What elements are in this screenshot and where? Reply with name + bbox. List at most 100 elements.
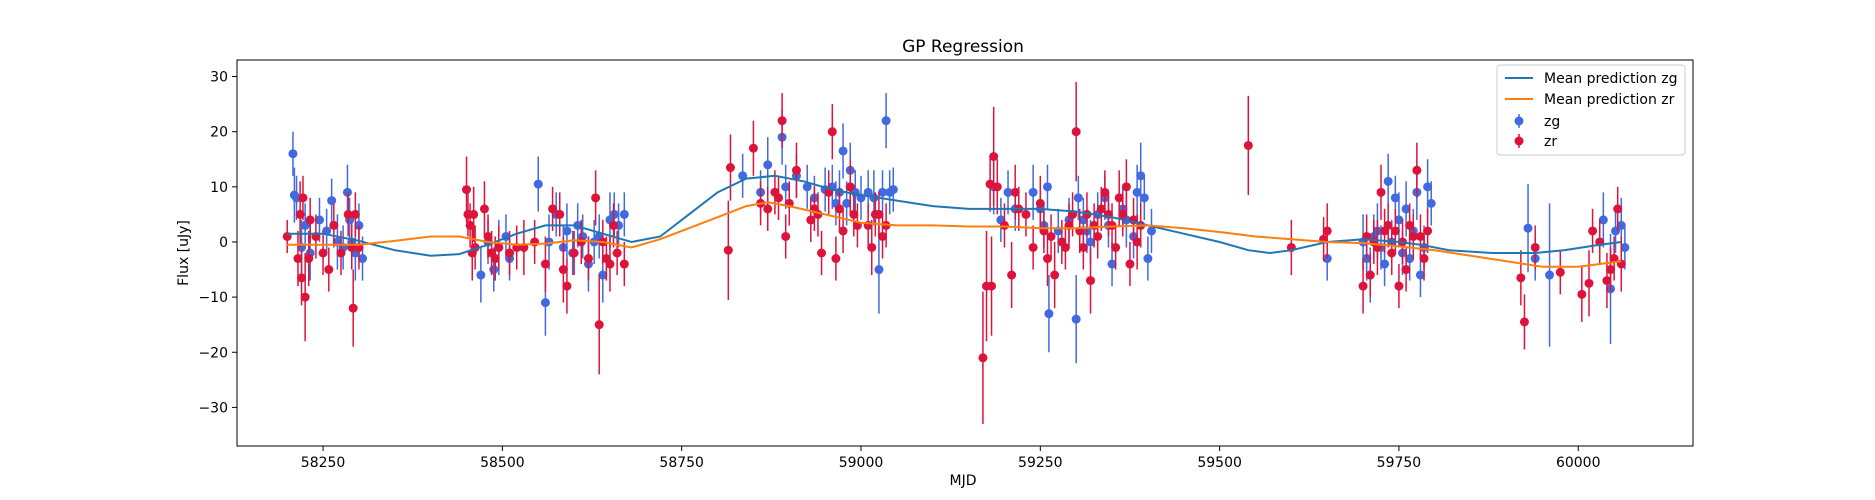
point-zr [1125,259,1135,269]
point-zr [748,143,758,153]
legend-box [1496,64,1686,156]
point-zr [297,273,307,283]
point-zg [533,179,543,189]
series-zr [282,82,1626,424]
point-zr [1394,281,1404,291]
point-zr [1100,187,1110,197]
point-zr [594,320,604,330]
point-zg [598,270,608,280]
point-zg [489,265,499,275]
legend: Mean prediction zg Mean prediction zr zg… [1496,64,1686,156]
point-zg [1394,215,1404,225]
y-tick-label: −20 [198,345,228,361]
point-zr [1405,220,1415,230]
point-zr [1035,198,1045,208]
point-zr [293,254,303,264]
point-zr [298,193,308,203]
x-tick-label: 59250 [1018,455,1063,471]
point-zg [1042,182,1052,192]
point-zr [978,353,988,363]
point-zg [1423,182,1433,192]
point-zg [1616,220,1626,230]
point-zr [985,179,995,189]
x-tick-label: 58500 [480,455,525,471]
point-zr [469,209,479,219]
point-zr [845,182,855,192]
point-zr [791,165,801,175]
point-zr [348,303,358,313]
point-zg [314,215,324,225]
point-zr [494,242,504,252]
point-zr [1613,204,1623,214]
point-zr [1042,254,1052,264]
x-axis: 58250 58500 58750 59000 59250 59500 59750 60000 [301,446,1601,471]
legend-label-mean-zg: Mean prediction zg [1544,71,1678,87]
point-zr [336,248,346,258]
point-zr [609,220,619,230]
point-zr [295,209,305,219]
point-zg [1598,215,1608,225]
x-tick-label: 59750 [1377,455,1422,471]
point-zr [612,248,622,258]
x-tick-label: 59500 [1197,455,1242,471]
point-zr [1007,270,1017,280]
point-zr [562,281,572,291]
point-zg [1073,193,1083,203]
point-zr [1111,242,1121,252]
point-zg [838,146,848,156]
point-zr [1588,226,1598,236]
point-zr [725,163,735,173]
point-zr [838,226,848,236]
point-zr [300,292,310,302]
point-zr [774,193,784,203]
x-tick-label: 59000 [839,455,884,471]
point-zr [992,182,1002,192]
point-zr [555,209,565,219]
point-zg [1401,204,1411,214]
point-zg [1086,237,1096,247]
point-zr [1050,270,1060,280]
point-zr [723,245,733,255]
point-zg [878,187,888,197]
point-zr [989,152,999,161]
point-zr [1078,242,1088,252]
point-zr [462,185,472,195]
x-tick-label: 58750 [659,455,704,471]
point-zg [288,149,298,159]
point-zr [817,248,827,258]
point-zg [1380,259,1390,269]
point-zg [842,198,852,208]
plot-area [282,82,1630,424]
x-tick-label: 60000 [1556,455,1601,471]
point-zr [605,259,615,269]
point-zg [1044,309,1054,319]
point-zr [1577,289,1587,299]
point-zr [591,193,601,203]
point-zr [1021,209,1031,219]
point-zr [1387,248,1397,258]
point-zr [1602,276,1612,286]
point-zg [1136,171,1146,181]
point-zr [1365,270,1375,280]
point-zg [1415,270,1425,280]
point-zr [1401,265,1411,275]
point-zr [329,220,339,230]
point-zr [305,215,315,225]
point-zr [1114,193,1124,203]
point-zg [1426,198,1436,208]
point-zg [619,209,629,219]
line-mean-prediction-zg [287,174,1622,257]
point-zg [1132,187,1142,197]
y-tick-label: −30 [198,400,228,416]
chart-title: GP Regression [902,37,1024,57]
point-zr [781,231,791,241]
point-zr [1519,317,1529,327]
point-zg [763,160,773,170]
point-zr [1121,182,1131,192]
point-zr [1530,242,1540,252]
point-zr [318,248,328,258]
point-zr [834,204,844,214]
plot-frame [236,59,1694,447]
point-zr [1423,226,1433,236]
